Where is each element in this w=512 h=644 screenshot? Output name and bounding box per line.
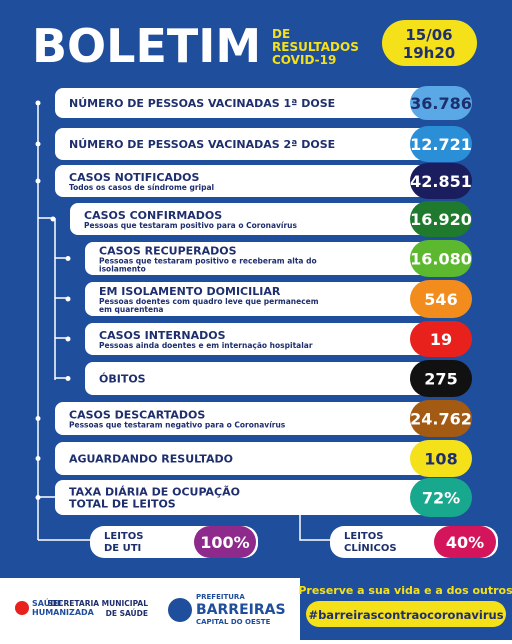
bed-label: LEITOS	[344, 531, 383, 542]
date: 15/06	[405, 26, 452, 44]
row-value: 12.721	[410, 135, 472, 154]
connector-lines	[37, 103, 330, 541]
time: 19h20	[403, 44, 455, 62]
row-label: EM ISOLAMENTO DOMICILIAR	[99, 285, 281, 298]
logo-secretaria: SECRETARIA MUNICIPAL	[47, 599, 148, 608]
connector-dot	[65, 296, 71, 302]
value-pill	[410, 163, 472, 199]
row-label: ÓBITOS	[99, 373, 146, 386]
value-pill	[410, 400, 472, 437]
row-sublabel: isolamento	[99, 265, 146, 274]
row-sublabel: Todos os casos de síndrome gripal	[69, 183, 214, 192]
row-value: 16.920	[410, 210, 472, 229]
bed-label: LEITOS	[104, 531, 143, 542]
row-value: 16.080	[410, 250, 472, 269]
row-label: AGUARDANDO RESULTADO	[69, 453, 233, 466]
connector-dot	[50, 216, 56, 222]
value-pill	[410, 360, 472, 397]
logo-saude: HUMANIZADA	[32, 608, 95, 617]
row-bar	[55, 88, 462, 118]
row-value: 19	[430, 330, 452, 349]
row-value: 36.786	[410, 94, 472, 113]
row-sublabel: Pessoas que testaram positivo para o Cor…	[84, 221, 298, 230]
row-label: NÚMERO DE PESSOAS VACINADAS 1ª DOSE	[69, 97, 335, 110]
bed-pill	[434, 526, 496, 558]
logo-prefeitura: PREFEITURA	[196, 593, 245, 601]
subtitle: DE	[272, 27, 290, 41]
value-pill	[410, 86, 472, 120]
row-label: CASOS INTERNADOS	[99, 329, 226, 342]
value-pill	[410, 440, 472, 477]
row-bar	[55, 128, 462, 160]
row-sublabel: Pessoas que testaram negativo para o Cor…	[69, 421, 286, 430]
date-box	[382, 20, 477, 66]
value-pill	[410, 201, 472, 237]
row-label: CASOS RECUPERADOS	[99, 245, 237, 258]
value-pill	[410, 321, 472, 357]
connector-dot	[35, 416, 41, 421]
row-sublabel: Pessoas que testaram positivo e recebera…	[99, 257, 317, 266]
connector-dot	[35, 100, 41, 106]
row-value: 42.851	[410, 172, 472, 191]
value-pill	[410, 280, 472, 318]
logo-crest	[168, 598, 192, 622]
hashtag: #barreirascontraocoronavirus	[308, 608, 503, 622]
subtitle: COVID-19	[272, 53, 336, 67]
subtitle: RESULTADOS	[272, 40, 359, 54]
connector-dot	[35, 178, 41, 184]
row-bar	[85, 242, 462, 275]
row-bar	[55, 402, 462, 435]
row-value: 546	[424, 290, 457, 309]
logo-prefeitura: CAPITAL DO OESTE	[196, 618, 271, 626]
row-sublabel: em quarentena	[99, 305, 163, 314]
row-label: NÚMERO DE PESSOAS VACINADAS 2ª DOSE	[69, 138, 335, 151]
logo-saude: SAÚDE	[32, 597, 62, 608]
row-bar	[85, 323, 462, 355]
row-label: TOTAL DE LEITOS	[69, 498, 176, 511]
row-label: TAXA DIÁRIA DE OCUPAÇÃO	[69, 486, 240, 499]
connector-dot	[65, 336, 71, 342]
value-pill	[410, 478, 472, 517]
title: BOLETIM	[32, 19, 261, 73]
logo-secretaria: DE SAÚDE	[106, 609, 148, 618]
row-value: 275	[424, 370, 457, 389]
value-pill	[410, 240, 472, 277]
connector-dot	[35, 456, 41, 461]
row-bar	[55, 480, 462, 515]
row-label: CASOS NOTIFICADOS	[69, 171, 199, 184]
slogan: Preserve a sua vida e a dos outros!	[298, 584, 512, 597]
hashtag-pill	[306, 601, 506, 627]
row-value: 108	[424, 450, 457, 469]
row-bar	[85, 282, 462, 316]
logo-prefeitura: BARREIRAS	[196, 602, 286, 618]
row-bar	[85, 362, 462, 395]
row-bar	[55, 165, 462, 197]
logo-icon	[15, 601, 29, 615]
bed-label: DE UTI	[104, 543, 141, 554]
connector-dot	[35, 141, 41, 147]
row-bar	[70, 203, 462, 235]
connector-dot	[35, 495, 41, 500]
row-label: CASOS DESCARTADOS	[69, 409, 205, 422]
connector-dot	[65, 376, 71, 381]
row-sublabel: Pessoas ainda doentes e em internação ho…	[99, 341, 313, 350]
row-bar	[55, 442, 462, 475]
bed-label: CLÍNICOS	[344, 541, 397, 554]
bed-value: 40%	[446, 533, 484, 552]
row-label: CASOS CONFIRMADOS	[84, 209, 222, 222]
value-pill	[410, 126, 472, 162]
bed-pill	[194, 526, 256, 558]
row-value: 72%	[422, 489, 460, 508]
row-sublabel: Pessoas doentes com quadro leve que perm…	[99, 297, 319, 306]
row-value: 24.762	[410, 410, 472, 429]
connector-dot	[65, 256, 71, 261]
bed-value: 100%	[200, 533, 249, 552]
